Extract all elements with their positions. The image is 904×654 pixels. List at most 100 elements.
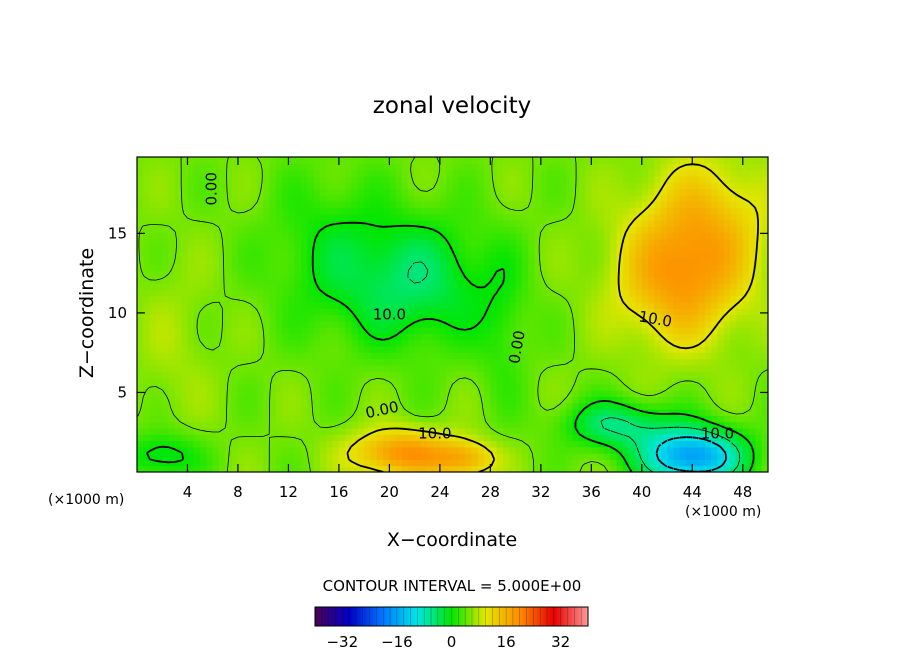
field-cell <box>402 339 409 347</box>
field-cell <box>338 402 346 410</box>
field-cell <box>736 421 744 429</box>
field-cell <box>452 194 460 202</box>
field-cell <box>490 220 498 227</box>
field-cell <box>755 346 763 353</box>
field-cell <box>237 358 245 366</box>
field-cell <box>484 276 491 284</box>
field-cell <box>370 327 378 334</box>
field-cell <box>502 339 510 347</box>
field-cell <box>673 157 681 164</box>
field-cell <box>471 465 479 472</box>
field-cell <box>143 459 151 467</box>
field-cell <box>376 320 384 328</box>
field-cell <box>162 327 170 334</box>
field-cell <box>540 339 548 347</box>
field-cell <box>528 390 536 397</box>
field-cell <box>761 213 768 221</box>
field-cell <box>736 251 744 259</box>
field-cell <box>477 459 485 467</box>
field-cell <box>648 238 656 246</box>
field-cell <box>458 415 466 423</box>
field-cell <box>446 226 454 234</box>
field-cell <box>578 327 586 334</box>
field-cell <box>351 358 359 366</box>
field-cell <box>458 352 466 360</box>
field-cell <box>660 465 668 472</box>
field-cell <box>629 194 637 202</box>
field-cell <box>193 358 201 366</box>
field-cell <box>137 188 144 196</box>
field-cell <box>250 352 258 360</box>
field-cell <box>389 163 397 171</box>
field-cell <box>591 346 599 353</box>
field-cell <box>559 383 567 391</box>
field-cell <box>433 194 441 202</box>
field-cell <box>540 264 548 271</box>
field-cell <box>408 377 416 385</box>
field-cell <box>509 314 517 322</box>
field-cell <box>301 213 308 221</box>
field-cell <box>534 440 542 448</box>
field-cell <box>206 169 214 177</box>
field-cell <box>364 163 372 171</box>
field-cell <box>717 251 725 259</box>
field-cell <box>648 453 656 460</box>
field-cell <box>603 421 611 429</box>
field-cell <box>559 207 567 215</box>
field-cell <box>174 182 182 190</box>
field-cell <box>692 396 700 404</box>
field-cell <box>502 238 510 246</box>
field-cell <box>465 390 473 397</box>
field-cell <box>711 358 719 366</box>
field-cell <box>711 352 719 360</box>
field-cell <box>332 169 340 177</box>
field-cell <box>269 301 277 309</box>
field-cell <box>345 364 353 372</box>
field-cell <box>667 175 674 183</box>
field-cell <box>572 308 580 316</box>
field-cell <box>256 459 264 467</box>
field-cell <box>446 371 454 379</box>
field-cell <box>439 301 447 309</box>
field-cell <box>282 352 290 360</box>
field-cell <box>181 276 189 284</box>
field-cell <box>717 434 725 442</box>
field-cell <box>610 352 618 360</box>
field-cell <box>622 194 630 202</box>
field-cell <box>338 301 346 309</box>
field-cell <box>275 188 283 196</box>
field-cell <box>465 194 473 202</box>
field-cell <box>338 226 346 234</box>
field-cell <box>704 157 712 164</box>
field-cell <box>509 371 517 379</box>
field-cell <box>301 339 308 347</box>
field-cell <box>698 440 706 448</box>
field-cell <box>301 327 308 334</box>
field-cell <box>168 220 176 227</box>
field-cell <box>376 295 384 303</box>
field-cell <box>389 453 397 460</box>
field-cell <box>351 175 359 183</box>
field-cell <box>301 308 308 316</box>
field-cell <box>521 264 529 271</box>
field-cell <box>376 427 384 435</box>
field-cell <box>490 314 498 322</box>
field-cell <box>256 440 264 448</box>
field-cell <box>641 194 649 202</box>
field-cell <box>648 257 656 265</box>
field-cell <box>698 213 706 221</box>
field-cell <box>629 346 637 353</box>
field-cell <box>566 257 573 265</box>
field-cell <box>181 453 189 460</box>
field-cell <box>282 440 290 448</box>
field-cell <box>742 421 750 429</box>
field-cell <box>376 308 384 316</box>
field-cell <box>540 308 548 316</box>
field-cell <box>288 440 296 448</box>
field-cell <box>433 440 441 448</box>
field-cell <box>313 301 321 309</box>
field-cell <box>730 238 738 246</box>
field-cell <box>673 188 681 196</box>
field-cell <box>452 358 460 366</box>
field-cell <box>616 446 624 454</box>
